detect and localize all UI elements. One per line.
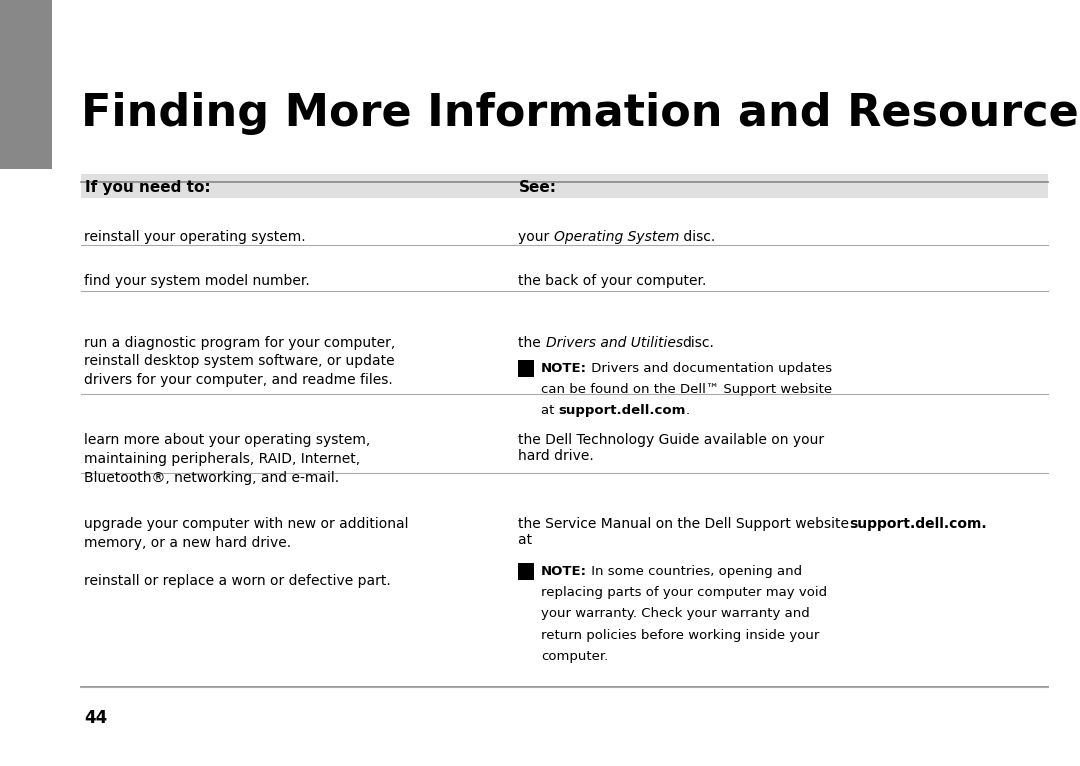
Text: Finding More Information and Resources: Finding More Information and Resources: [81, 92, 1080, 135]
Text: NOTE:: NOTE:: [541, 362, 588, 375]
Text: If you need to:: If you need to:: [85, 180, 211, 195]
Text: the Dell Technology Guide available on your
hard drive.: the Dell Technology Guide available on y…: [518, 433, 824, 463]
Text: learn more about your operating system,
maintaining peripherals, RAID, Internet,: learn more about your operating system, …: [84, 433, 370, 485]
Text: Operating System: Operating System: [554, 230, 679, 244]
Text: disc.: disc.: [683, 336, 715, 349]
Text: 44: 44: [84, 709, 108, 726]
Text: upgrade your computer with new or additional
memory, or a new hard drive.

reins: upgrade your computer with new or additi…: [84, 517, 408, 588]
Text: the back of your computer.: the back of your computer.: [518, 274, 706, 288]
Text: .: .: [686, 404, 690, 417]
Text: return policies before working inside your: return policies before working inside yo…: [541, 629, 820, 642]
Text: run a diagnostic program for your computer,
reinstall desktop system software, o: run a diagnostic program for your comput…: [84, 336, 395, 388]
Text: In some countries, opening and: In some countries, opening and: [588, 565, 802, 578]
Text: can be found on the Dell™ Support website: can be found on the Dell™ Support websit…: [541, 383, 833, 396]
Text: See:: See:: [518, 180, 556, 195]
Text: reinstall your operating system.: reinstall your operating system.: [84, 230, 306, 244]
Text: your warranty. Check your warranty and: your warranty. Check your warranty and: [541, 607, 810, 620]
Text: your: your: [518, 230, 554, 244]
FancyBboxPatch shape: [0, 0, 52, 169]
Text: at: at: [541, 404, 558, 417]
Text: the Service Manual on the Dell Support website
at: the Service Manual on the Dell Support w…: [518, 517, 849, 547]
Text: computer.: computer.: [541, 650, 608, 663]
Text: support.dell.com.: support.dell.com.: [849, 517, 987, 531]
Text: Drivers and documentation updates: Drivers and documentation updates: [588, 362, 833, 375]
FancyBboxPatch shape: [81, 174, 1048, 198]
Text: NOTE:: NOTE:: [541, 565, 588, 578]
Text: replacing parts of your computer may void: replacing parts of your computer may voi…: [541, 586, 827, 599]
FancyBboxPatch shape: [518, 563, 534, 580]
Text: find your system model number.: find your system model number.: [84, 274, 310, 288]
Text: disc.: disc.: [679, 230, 716, 244]
Text: support.dell.com: support.dell.com: [558, 404, 686, 417]
Text: the: the: [518, 336, 545, 349]
Text: Drivers and Utilities: Drivers and Utilities: [545, 336, 683, 349]
FancyBboxPatch shape: [518, 360, 534, 377]
